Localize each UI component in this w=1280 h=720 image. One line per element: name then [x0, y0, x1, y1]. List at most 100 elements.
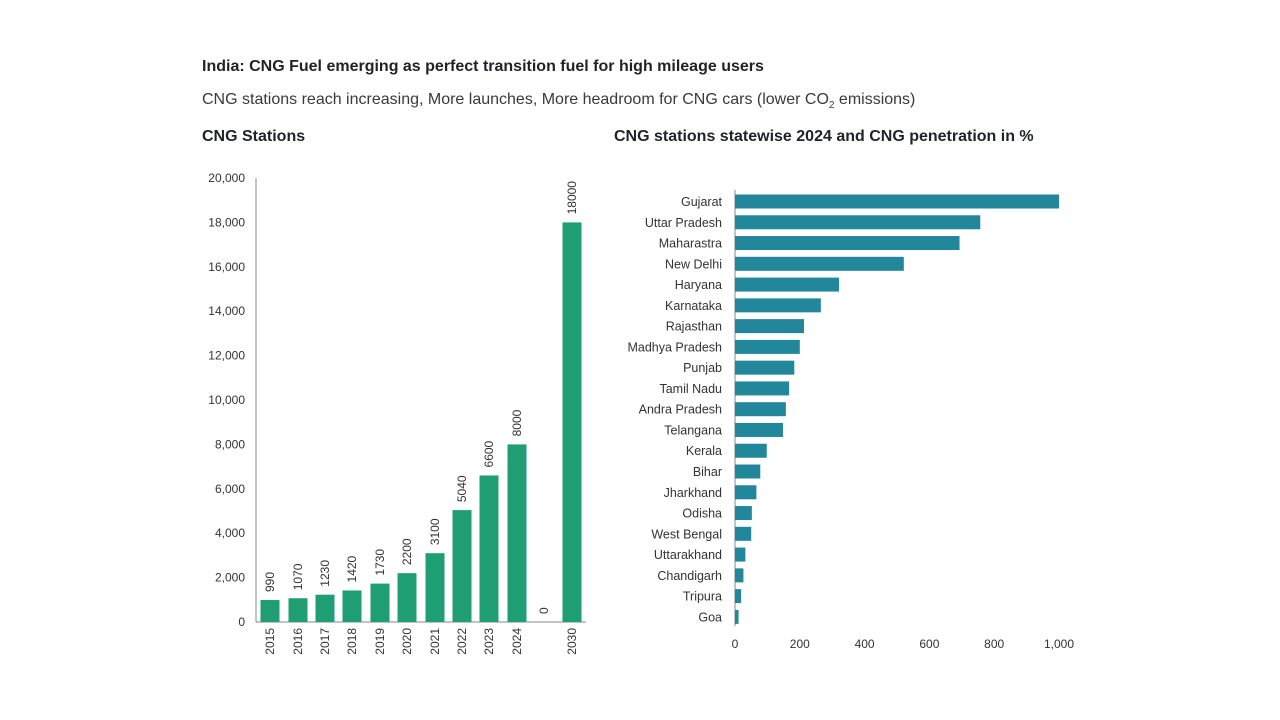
- left-x-tick-label: 2024: [510, 628, 524, 655]
- left-data-label: 0: [537, 607, 551, 614]
- right-x-tick-label: 0: [732, 637, 739, 651]
- right-category-label: Bihar: [693, 465, 722, 479]
- left-x-tick-label: 2020: [400, 628, 414, 655]
- right-category-label: Uttarakhand: [654, 548, 722, 562]
- right-category-label: West Bengal: [651, 527, 722, 541]
- right-bar: [735, 443, 767, 458]
- left-x-tick-label: 2016: [291, 628, 305, 655]
- left-bar: [562, 222, 582, 622]
- right-bar: [735, 277, 840, 292]
- right-category-label: Maharastra: [659, 237, 722, 251]
- left-x-tick-label: 2017: [318, 628, 332, 655]
- right-category-label: New Delhi: [665, 257, 722, 271]
- right-category-label: Gujarat: [681, 195, 723, 209]
- right-category-label: Chandigarh: [657, 569, 722, 583]
- left-y-tick-label: 4,000: [215, 526, 245, 540]
- right-category-label: Punjab: [683, 361, 722, 375]
- right-bar: [735, 236, 960, 251]
- left-bar: [342, 590, 362, 622]
- right-bar: [735, 526, 752, 541]
- right-bar: [735, 485, 757, 500]
- right-x-tick-label: 400: [855, 637, 875, 651]
- right-bar: [735, 506, 752, 521]
- left-x-tick-label: 2022: [455, 628, 469, 655]
- left-bar: [425, 553, 445, 622]
- right-category-label: Odisha: [682, 507, 722, 521]
- left-y-tick-label: 14,000: [208, 304, 245, 318]
- left-y-tick-label: 8,000: [215, 437, 245, 451]
- left-data-label: 990: [263, 572, 277, 592]
- right-bar: [735, 381, 790, 396]
- left-y-tick-label: 2,000: [215, 571, 245, 585]
- right-category-label: Telangana: [664, 423, 722, 437]
- right-bar: [735, 319, 805, 334]
- left-data-label: 3100: [428, 518, 442, 545]
- page-subtitle: CNG stations reach increasing, More laun…: [202, 91, 915, 111]
- left-data-label: 6600: [482, 440, 496, 467]
- right-bar: [735, 256, 904, 271]
- left-x-tick-label: 2018: [345, 628, 359, 655]
- subtitle-text-end: emissions): [834, 91, 916, 108]
- right-category-label: Tamil Nadu: [659, 382, 722, 396]
- right-category-label: Haryana: [675, 278, 722, 292]
- right-category-label: Tripura: [683, 590, 722, 604]
- left-data-label: 2200: [400, 538, 414, 565]
- left-bar: [479, 475, 499, 622]
- left-data-label: 1230: [318, 560, 332, 587]
- left-y-tick-label: 18,000: [208, 215, 245, 229]
- left-chart-title: CNG Stations: [202, 128, 306, 145]
- left-y-tick-label: 12,000: [208, 349, 245, 363]
- left-x-tick-label: 2015: [263, 628, 277, 655]
- page-title: India: CNG Fuel emerging as perfect tran…: [202, 58, 764, 75]
- left-y-tick-label: 6,000: [215, 482, 245, 496]
- left-y-tick-label: 10,000: [208, 393, 245, 407]
- left-bar: [397, 573, 417, 622]
- right-x-tick-label: 200: [790, 637, 810, 651]
- left-x-tick-label: 2030: [565, 628, 579, 655]
- left-bar: [452, 510, 472, 622]
- right-bar: [735, 547, 746, 562]
- right-bar: [735, 422, 783, 437]
- subtitle-text: CNG stations reach increasing, More laun…: [202, 91, 829, 108]
- right-category-label: Goa: [698, 610, 722, 624]
- left-y-tick-label: 0: [238, 615, 245, 629]
- left-y-tick-label: 16,000: [208, 260, 245, 274]
- right-category-label: Kerala: [686, 444, 722, 458]
- right-bar: [735, 589, 742, 604]
- right-bar: [735, 339, 800, 354]
- right-category-label: Uttar Pradesh: [645, 216, 722, 230]
- right-category-label: Andra Pradesh: [639, 403, 722, 417]
- right-bar: [735, 194, 1059, 209]
- left-bar: [315, 594, 335, 622]
- right-x-tick-label: 800: [984, 637, 1004, 651]
- right-category-label: Madhya Pradesh: [627, 340, 722, 354]
- left-x-tick-label: 2023: [482, 628, 496, 655]
- left-data-label: 1730: [373, 549, 387, 576]
- right-bar: [735, 402, 786, 417]
- left-bar: [370, 583, 390, 622]
- left-data-label: 1420: [345, 555, 359, 582]
- left-data-label: 5040: [455, 475, 469, 502]
- right-bar: [735, 464, 761, 479]
- left-y-tick-label: 20,000: [208, 171, 245, 185]
- right-chart-title: CNG stations statewise 2024 and CNG pene…: [614, 128, 1034, 145]
- left-bar: [507, 444, 527, 622]
- right-x-tick-label: 1,000: [1044, 637, 1074, 651]
- right-category-label: Jharkhand: [664, 486, 722, 500]
- left-x-tick-label: 2021: [428, 628, 442, 655]
- right-category-label: Karnataka: [665, 299, 722, 313]
- left-data-label: 1070: [291, 563, 305, 590]
- right-bar: [735, 609, 739, 624]
- right-x-tick-label: 600: [919, 637, 939, 651]
- left-data-label: 18000: [565, 181, 579, 215]
- left-bar: [260, 600, 280, 622]
- left-bar: [288, 598, 308, 622]
- right-bar: [735, 298, 821, 313]
- subtitle-subscript: 2: [828, 100, 835, 112]
- right-bar: [735, 215, 981, 230]
- left-data-label: 8000: [510, 409, 524, 436]
- right-bar: [735, 568, 744, 583]
- left-x-tick-label: 2019: [373, 628, 387, 655]
- right-bar: [735, 360, 795, 375]
